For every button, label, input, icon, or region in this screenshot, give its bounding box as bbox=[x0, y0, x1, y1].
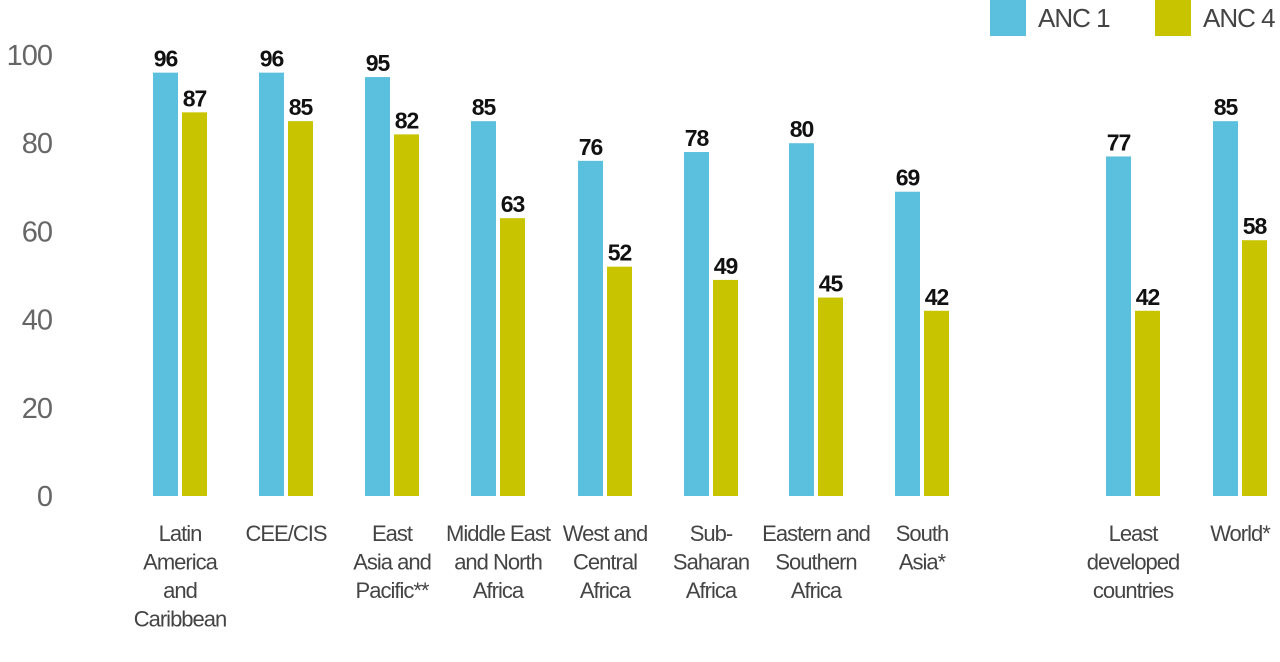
bar-anc1 bbox=[895, 191, 920, 496]
bar-anc4 bbox=[288, 121, 313, 497]
data-label: 63 bbox=[501, 191, 525, 217]
data-label: 42 bbox=[1136, 284, 1160, 310]
data-label: 80 bbox=[790, 116, 814, 142]
data-label: 42 bbox=[925, 284, 949, 310]
data-label: 77 bbox=[1107, 129, 1131, 155]
data-label: 76 bbox=[579, 134, 603, 160]
data-label: 69 bbox=[896, 165, 920, 191]
x-tick-label: Latin America and Caribbean bbox=[134, 521, 227, 632]
x-tick-label: West and Central Africa bbox=[563, 521, 648, 603]
y-tick-label: 80 bbox=[22, 128, 52, 160]
legend-swatch-anc1 bbox=[990, 0, 1026, 36]
bar-anc4 bbox=[818, 297, 843, 496]
data-label: 85 bbox=[472, 94, 497, 120]
data-label: 95 bbox=[366, 50, 391, 76]
bar-anc1 bbox=[1213, 121, 1238, 497]
x-tick-label: Least developed countries bbox=[1087, 521, 1180, 603]
data-label: 52 bbox=[608, 240, 632, 266]
bar-anc4 bbox=[607, 266, 632, 496]
bar-anc1 bbox=[365, 77, 390, 497]
data-label: 85 bbox=[289, 94, 314, 120]
bar-anc4 bbox=[713, 279, 738, 496]
bar-anc1 bbox=[259, 72, 284, 496]
bar-anc4 bbox=[1242, 240, 1267, 496]
bar-anc4 bbox=[1135, 310, 1160, 496]
y-tick-label: 40 bbox=[22, 305, 52, 337]
bar-anc1 bbox=[471, 121, 496, 497]
x-tick-label: Eastern and Southern Africa bbox=[762, 521, 870, 603]
legend-item-anc4: ANC 4 bbox=[1155, 0, 1276, 36]
data-label: 58 bbox=[1243, 213, 1268, 239]
bar-anc1 bbox=[1106, 156, 1131, 496]
data-label: 78 bbox=[685, 125, 710, 151]
bar-anc1 bbox=[789, 143, 814, 496]
legend-label-anc4: ANC 4 bbox=[1203, 2, 1276, 33]
x-tick-label: World* bbox=[1210, 521, 1271, 546]
bar-anc1 bbox=[153, 72, 178, 496]
x-tick-label: South Asia* bbox=[896, 521, 949, 575]
data-label: 87 bbox=[183, 85, 207, 111]
y-tick-label: 100 bbox=[7, 40, 52, 72]
data-label: 49 bbox=[714, 253, 738, 279]
x-tick-label: East Asia and Pacific** bbox=[353, 521, 431, 603]
bar-anc1 bbox=[684, 152, 709, 496]
data-label: 45 bbox=[819, 271, 844, 297]
y-tick-label: 0 bbox=[37, 481, 52, 513]
data-label: 85 bbox=[1214, 94, 1239, 120]
legend-label-anc1: ANC 1 bbox=[1038, 2, 1111, 33]
bar-anc1 bbox=[578, 160, 603, 496]
x-tick-label: CEE/CIS bbox=[245, 521, 326, 546]
data-label: 82 bbox=[395, 107, 419, 133]
data-label: 96 bbox=[154, 46, 178, 72]
bar-anc4 bbox=[500, 218, 525, 497]
y-tick-label: 20 bbox=[22, 393, 52, 425]
bar-anc4 bbox=[394, 134, 419, 496]
bar-anc4 bbox=[924, 310, 949, 496]
x-tick-label: Middle East and North Africa bbox=[446, 521, 551, 603]
bar-anc4 bbox=[182, 112, 207, 496]
legend-item-anc1: ANC 1 bbox=[990, 0, 1111, 36]
y-tick-label: 60 bbox=[22, 216, 52, 248]
legend-swatch-anc4 bbox=[1155, 0, 1191, 36]
data-label: 96 bbox=[260, 46, 284, 72]
x-tick-label: Sub-Saharan Africa bbox=[673, 521, 749, 603]
